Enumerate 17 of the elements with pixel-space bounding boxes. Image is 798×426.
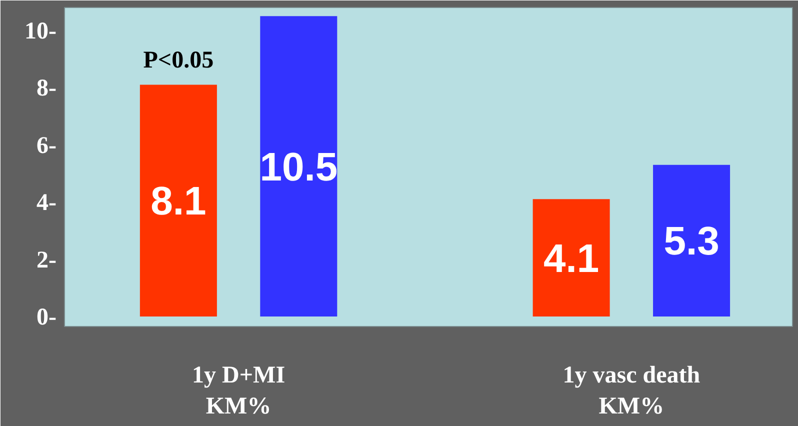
data-label: 10.5 <box>260 145 338 190</box>
annotation: P<0.05 <box>143 47 214 74</box>
y-tick-label: 0- <box>36 304 57 330</box>
y-tick-label: 10- <box>24 18 57 44</box>
y-tick-label: 8- <box>36 76 57 102</box>
x-tick-label: 1y D+MI KM% <box>192 362 286 420</box>
data-label: 8.1 <box>150 180 206 224</box>
bar <box>532 199 610 316</box>
y-tick-label: 4- <box>36 190 57 216</box>
y-tick-label: 2- <box>36 247 57 274</box>
data-label: 4.1 <box>544 236 600 281</box>
x-tick-label: 1y vasc death KM% <box>562 362 700 420</box>
bar <box>140 84 217 316</box>
y-tick-label: 6- <box>36 132 57 159</box>
bar <box>260 16 338 316</box>
data-label: 5.3 <box>664 220 720 264</box>
bar <box>653 164 730 316</box>
